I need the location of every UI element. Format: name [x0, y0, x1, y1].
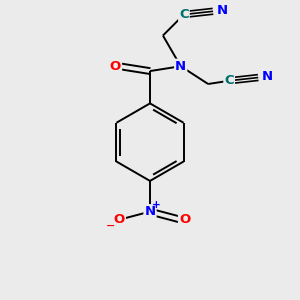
Text: O: O [179, 213, 190, 226]
Text: N: N [175, 60, 186, 73]
Text: O: O [114, 213, 125, 226]
Text: N: N [262, 70, 273, 83]
Text: −: − [106, 221, 115, 231]
Text: N: N [144, 205, 156, 218]
Text: N: N [217, 4, 228, 16]
Text: C: C [179, 8, 189, 21]
Text: +: + [152, 200, 161, 210]
Text: O: O [110, 60, 121, 73]
Text: C: C [224, 74, 234, 87]
